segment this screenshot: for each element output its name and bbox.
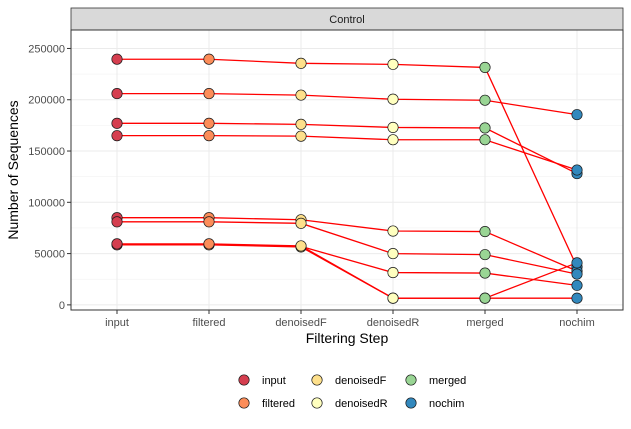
panel-border bbox=[70, 29, 624, 311]
data-point-denoisedF bbox=[295, 240, 307, 252]
data-point-denoisedR bbox=[387, 267, 399, 279]
data-point-merged bbox=[479, 225, 491, 238]
data-point-merged bbox=[479, 134, 491, 146]
series-lines bbox=[117, 58, 578, 299]
data-point-denoisedF bbox=[295, 130, 307, 142]
series-line bbox=[117, 134, 578, 171]
data-point-input bbox=[111, 88, 123, 100]
data-point-denoisedR bbox=[387, 134, 399, 146]
x-tick-label: filtered bbox=[192, 317, 225, 329]
data-point-input bbox=[111, 130, 123, 142]
data-point-denoisedF bbox=[295, 89, 307, 101]
data-point-filtered bbox=[203, 88, 215, 100]
legend-label-denoisedF: denoisedF bbox=[335, 375, 387, 387]
data-point-merged bbox=[479, 61, 491, 73]
legend-label-nochim: nochim bbox=[429, 398, 464, 410]
data-point-denoisedR bbox=[387, 292, 399, 304]
data-point-nochim bbox=[571, 279, 583, 291]
data-point-merged bbox=[479, 267, 491, 279]
series-line bbox=[117, 217, 578, 272]
x-axis: input filtered denoisedF denoisedR merged noc… bbox=[105, 310, 595, 329]
data-point-filtered bbox=[203, 117, 215, 129]
x-tick-label: merged bbox=[466, 317, 503, 329]
legend-key-denoisedR bbox=[311, 397, 323, 409]
data-point-input bbox=[111, 117, 123, 129]
data-point-merged bbox=[479, 249, 491, 261]
y-axis-title: Number of Sequences bbox=[5, 100, 21, 239]
legend-label-input: input bbox=[262, 375, 286, 387]
x-tick-label: denoisedF bbox=[275, 317, 327, 329]
data-point-merged bbox=[479, 122, 491, 134]
data-point-denoisedR bbox=[387, 121, 399, 133]
data-point-nochim bbox=[571, 109, 583, 121]
legend-label-filtered: filtered bbox=[262, 398, 295, 410]
data-point-input bbox=[111, 53, 123, 65]
legend-key-filtered bbox=[238, 397, 250, 409]
series-line bbox=[117, 243, 578, 299]
y-tick-label: 0 bbox=[59, 300, 65, 312]
plot-panel bbox=[71, 30, 623, 310]
data-point-input bbox=[111, 238, 123, 250]
data-point-nochim bbox=[571, 164, 583, 176]
series-line bbox=[117, 221, 578, 275]
data-points bbox=[111, 53, 583, 304]
series-line bbox=[117, 122, 578, 175]
legend-key-nochim bbox=[405, 397, 417, 409]
series-line bbox=[117, 92, 578, 116]
x-tick-label: denoisedR bbox=[367, 317, 420, 329]
legend: input filtered denoisedF denoisedR merged noc… bbox=[238, 374, 466, 410]
data-point-nochim bbox=[571, 268, 583, 280]
data-point-merged bbox=[479, 292, 491, 304]
legend-key-merged bbox=[405, 374, 417, 386]
data-point-denoisedF bbox=[295, 118, 307, 130]
x-axis-title: Filtering Step bbox=[306, 330, 389, 346]
data-point-filtered bbox=[203, 216, 215, 228]
y-tick-label: 250000 bbox=[28, 43, 65, 55]
x-tick-label: nochim bbox=[559, 317, 594, 329]
legend-label-denoisedR: denoisedR bbox=[335, 398, 388, 410]
data-point-denoisedF bbox=[295, 217, 307, 229]
y-tick-label: 200000 bbox=[28, 95, 65, 107]
data-point-filtered bbox=[203, 53, 215, 65]
data-point-filtered bbox=[203, 238, 215, 250]
data-point-merged bbox=[479, 94, 491, 106]
data-point-denoisedR bbox=[387, 225, 399, 237]
data-point-nochim bbox=[571, 292, 583, 304]
data-point-denoisedR bbox=[387, 248, 399, 260]
y-tick-label: 150000 bbox=[28, 146, 65, 158]
data-point-denoisedR bbox=[387, 58, 399, 70]
y-axis: 0 50000 100000 150000 200000 250000 bbox=[28, 43, 71, 312]
y-tick-label: 100000 bbox=[28, 197, 65, 209]
facet-label: Control bbox=[329, 14, 364, 26]
data-point-denoisedF bbox=[295, 57, 307, 69]
legend-key-denoisedF bbox=[311, 374, 323, 386]
data-point-denoisedR bbox=[387, 93, 399, 105]
data-point-filtered bbox=[203, 130, 215, 142]
data-point-nochim bbox=[571, 257, 583, 269]
data-point-input bbox=[111, 216, 123, 228]
x-tick-label: input bbox=[105, 317, 129, 329]
series-line bbox=[117, 58, 578, 268]
legend-label-merged: merged bbox=[429, 375, 466, 387]
y-tick-label: 50000 bbox=[34, 249, 65, 261]
legend-key-input bbox=[238, 374, 250, 386]
